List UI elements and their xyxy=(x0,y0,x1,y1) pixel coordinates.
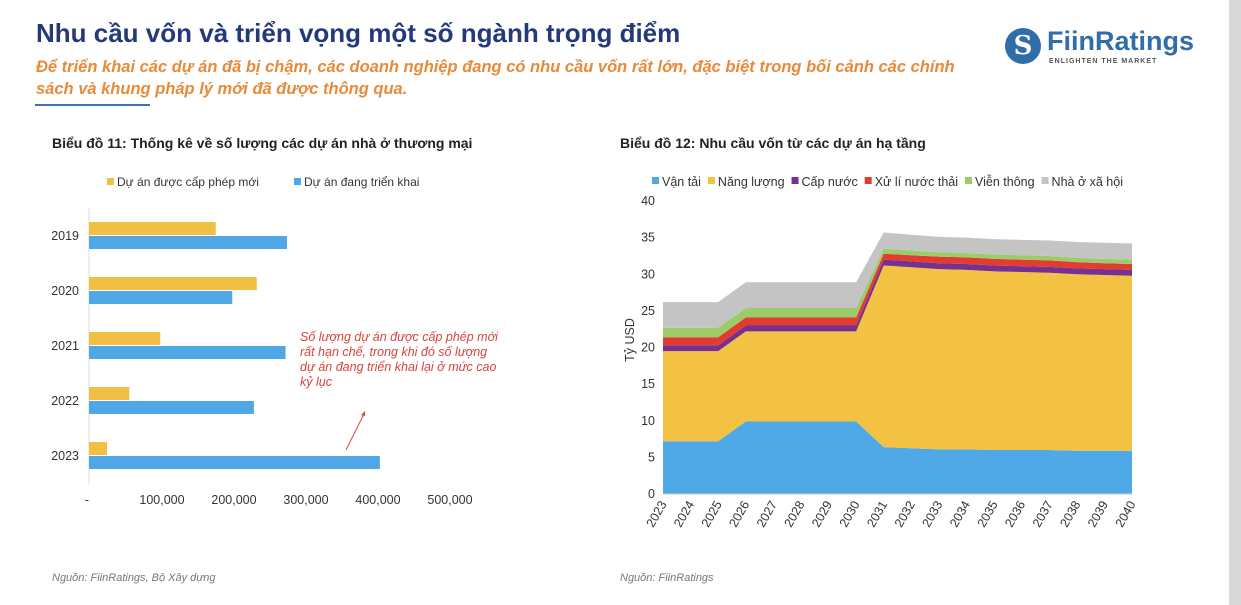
x-tick-label-2032: 2032 xyxy=(892,498,918,529)
bar-new-2022 xyxy=(89,387,130,400)
bar-new-2020 xyxy=(89,277,257,290)
x-tick-label-2038: 2038 xyxy=(1057,498,1083,529)
page-subtitle: Để triển khai các dự án đã bị chậm, các … xyxy=(36,58,955,98)
legend-label-2: Cấp nước xyxy=(802,175,858,189)
category-label-2022: 2022 xyxy=(51,394,79,408)
page-title: Nhu cầu vốn và triển vọng một số ngành t… xyxy=(36,18,681,48)
area-series-3 xyxy=(663,253,1132,346)
x-tick-label: 100,000 xyxy=(139,493,184,507)
legend-label-0: Vận tải xyxy=(662,175,701,189)
y-tick-label: 30 xyxy=(641,267,655,281)
legend-label-0: Dự án được cấp phép mới xyxy=(117,175,259,189)
legend-label-4: Viễn thông xyxy=(975,174,1035,189)
x-tick-label-2025: 2025 xyxy=(699,498,725,529)
logo-name: FiinRatings xyxy=(1047,26,1194,56)
x-tick-label-2024: 2024 xyxy=(671,498,697,529)
legend-swatch-2 xyxy=(791,177,799,184)
x-tick-label-2040: 2040 xyxy=(1113,498,1139,529)
x-tick-label-2034: 2034 xyxy=(947,498,973,529)
fiinratings-logo: S FiinRatings ENLIGHTEN THE MARKET xyxy=(1005,26,1205,70)
x-tick-label-2027: 2027 xyxy=(754,498,780,529)
logo-tagline: ENLIGHTEN THE MARKET xyxy=(1049,58,1158,65)
y-tick-label: 40 xyxy=(641,194,655,208)
x-tick-label-2029: 2029 xyxy=(809,498,835,529)
chart11-annotation: Số lượng dự án được cấp phép mới rất hạn… xyxy=(300,330,498,389)
y-tick-label: 35 xyxy=(641,231,655,245)
x-tick-label: 200,000 xyxy=(211,493,256,507)
legend-label-3: Xử lí nước thải xyxy=(875,175,958,189)
legend-swatch-0 xyxy=(107,178,114,185)
x-tick-label-2035: 2035 xyxy=(975,498,1001,529)
page-edge xyxy=(1229,0,1241,605)
x-tick-label: 300,000 xyxy=(283,493,328,507)
area-series-2 xyxy=(663,259,1132,352)
x-tick-label-2036: 2036 xyxy=(1002,498,1028,529)
x-tick-label-2033: 2033 xyxy=(919,498,945,529)
bar-in-progress-2020 xyxy=(89,291,233,304)
y-tick-label: 20 xyxy=(641,341,655,355)
y-tick-label: 25 xyxy=(641,304,655,318)
y-tick-label: 15 xyxy=(641,377,655,391)
x-tick-label-2037: 2037 xyxy=(1030,498,1056,529)
x-tick-label-2039: 2039 xyxy=(1085,498,1111,529)
chart11-title: Biểu đồ 11: Thống kê về số lượng các dự … xyxy=(52,135,473,151)
legend-swatch-3 xyxy=(864,177,872,184)
x-tick-label-2031: 2031 xyxy=(864,498,890,529)
bar-in-progress-2022 xyxy=(89,401,254,414)
x-tick-label: 500,000 xyxy=(427,493,472,507)
bar-in-progress-2019 xyxy=(89,236,287,249)
area-series-4 xyxy=(663,248,1132,338)
bar-new-2023 xyxy=(89,442,107,455)
bar-new-2019 xyxy=(89,222,216,235)
title-underline xyxy=(35,104,150,106)
bar-new-2021 xyxy=(89,332,161,345)
annotation-arrowhead xyxy=(361,411,365,416)
y-tick-label: 0 xyxy=(648,487,655,501)
category-label-2021: 2021 xyxy=(51,339,79,353)
annotation-arrow xyxy=(345,411,366,451)
x-tick-label-2028: 2028 xyxy=(782,498,808,529)
category-label-2023: 2023 xyxy=(51,449,79,463)
legend-label-5: Nhà ở xã hội xyxy=(1052,175,1123,189)
legend-swatch-0 xyxy=(652,177,659,184)
bar-in-progress-2023 xyxy=(89,456,380,469)
x-tick-label-2030: 2030 xyxy=(837,498,863,529)
x-tick-label-2023: 2023 xyxy=(644,498,670,529)
area-series-0 xyxy=(663,421,1132,494)
y-tick-label: 5 xyxy=(648,450,655,464)
legend-label-1: Năng lượng xyxy=(718,175,785,189)
y-axis-label: Tỷ USD xyxy=(623,318,637,362)
chart11-source: Nguồn: FiinRatings, Bộ Xây dựng xyxy=(52,572,216,584)
legend-swatch-1 xyxy=(707,177,715,184)
area-series-5 xyxy=(663,232,1132,328)
legend-swatch-4 xyxy=(965,177,972,184)
legend-label-1: Dự án đang triển khai xyxy=(304,175,419,189)
x-tick-label: - xyxy=(85,493,89,507)
x-tick-label: 400,000 xyxy=(355,493,400,507)
category-label-2019: 2019 xyxy=(51,229,79,243)
bar-in-progress-2021 xyxy=(89,346,286,359)
legend-swatch-1 xyxy=(294,178,301,185)
x-tick-label-2026: 2026 xyxy=(726,498,752,529)
area-series-1 xyxy=(663,265,1132,451)
category-label-2020: 2020 xyxy=(51,284,79,298)
chart12-title: Biểu đồ 12: Nhu cầu vốn từ các dự án hạ … xyxy=(620,135,926,151)
logo-s-icon: S xyxy=(1005,28,1041,64)
chart12-source: Nguồn: FiinRatings xyxy=(620,572,714,584)
y-tick-label: 10 xyxy=(641,414,655,428)
legend-swatch-5 xyxy=(1041,177,1049,184)
